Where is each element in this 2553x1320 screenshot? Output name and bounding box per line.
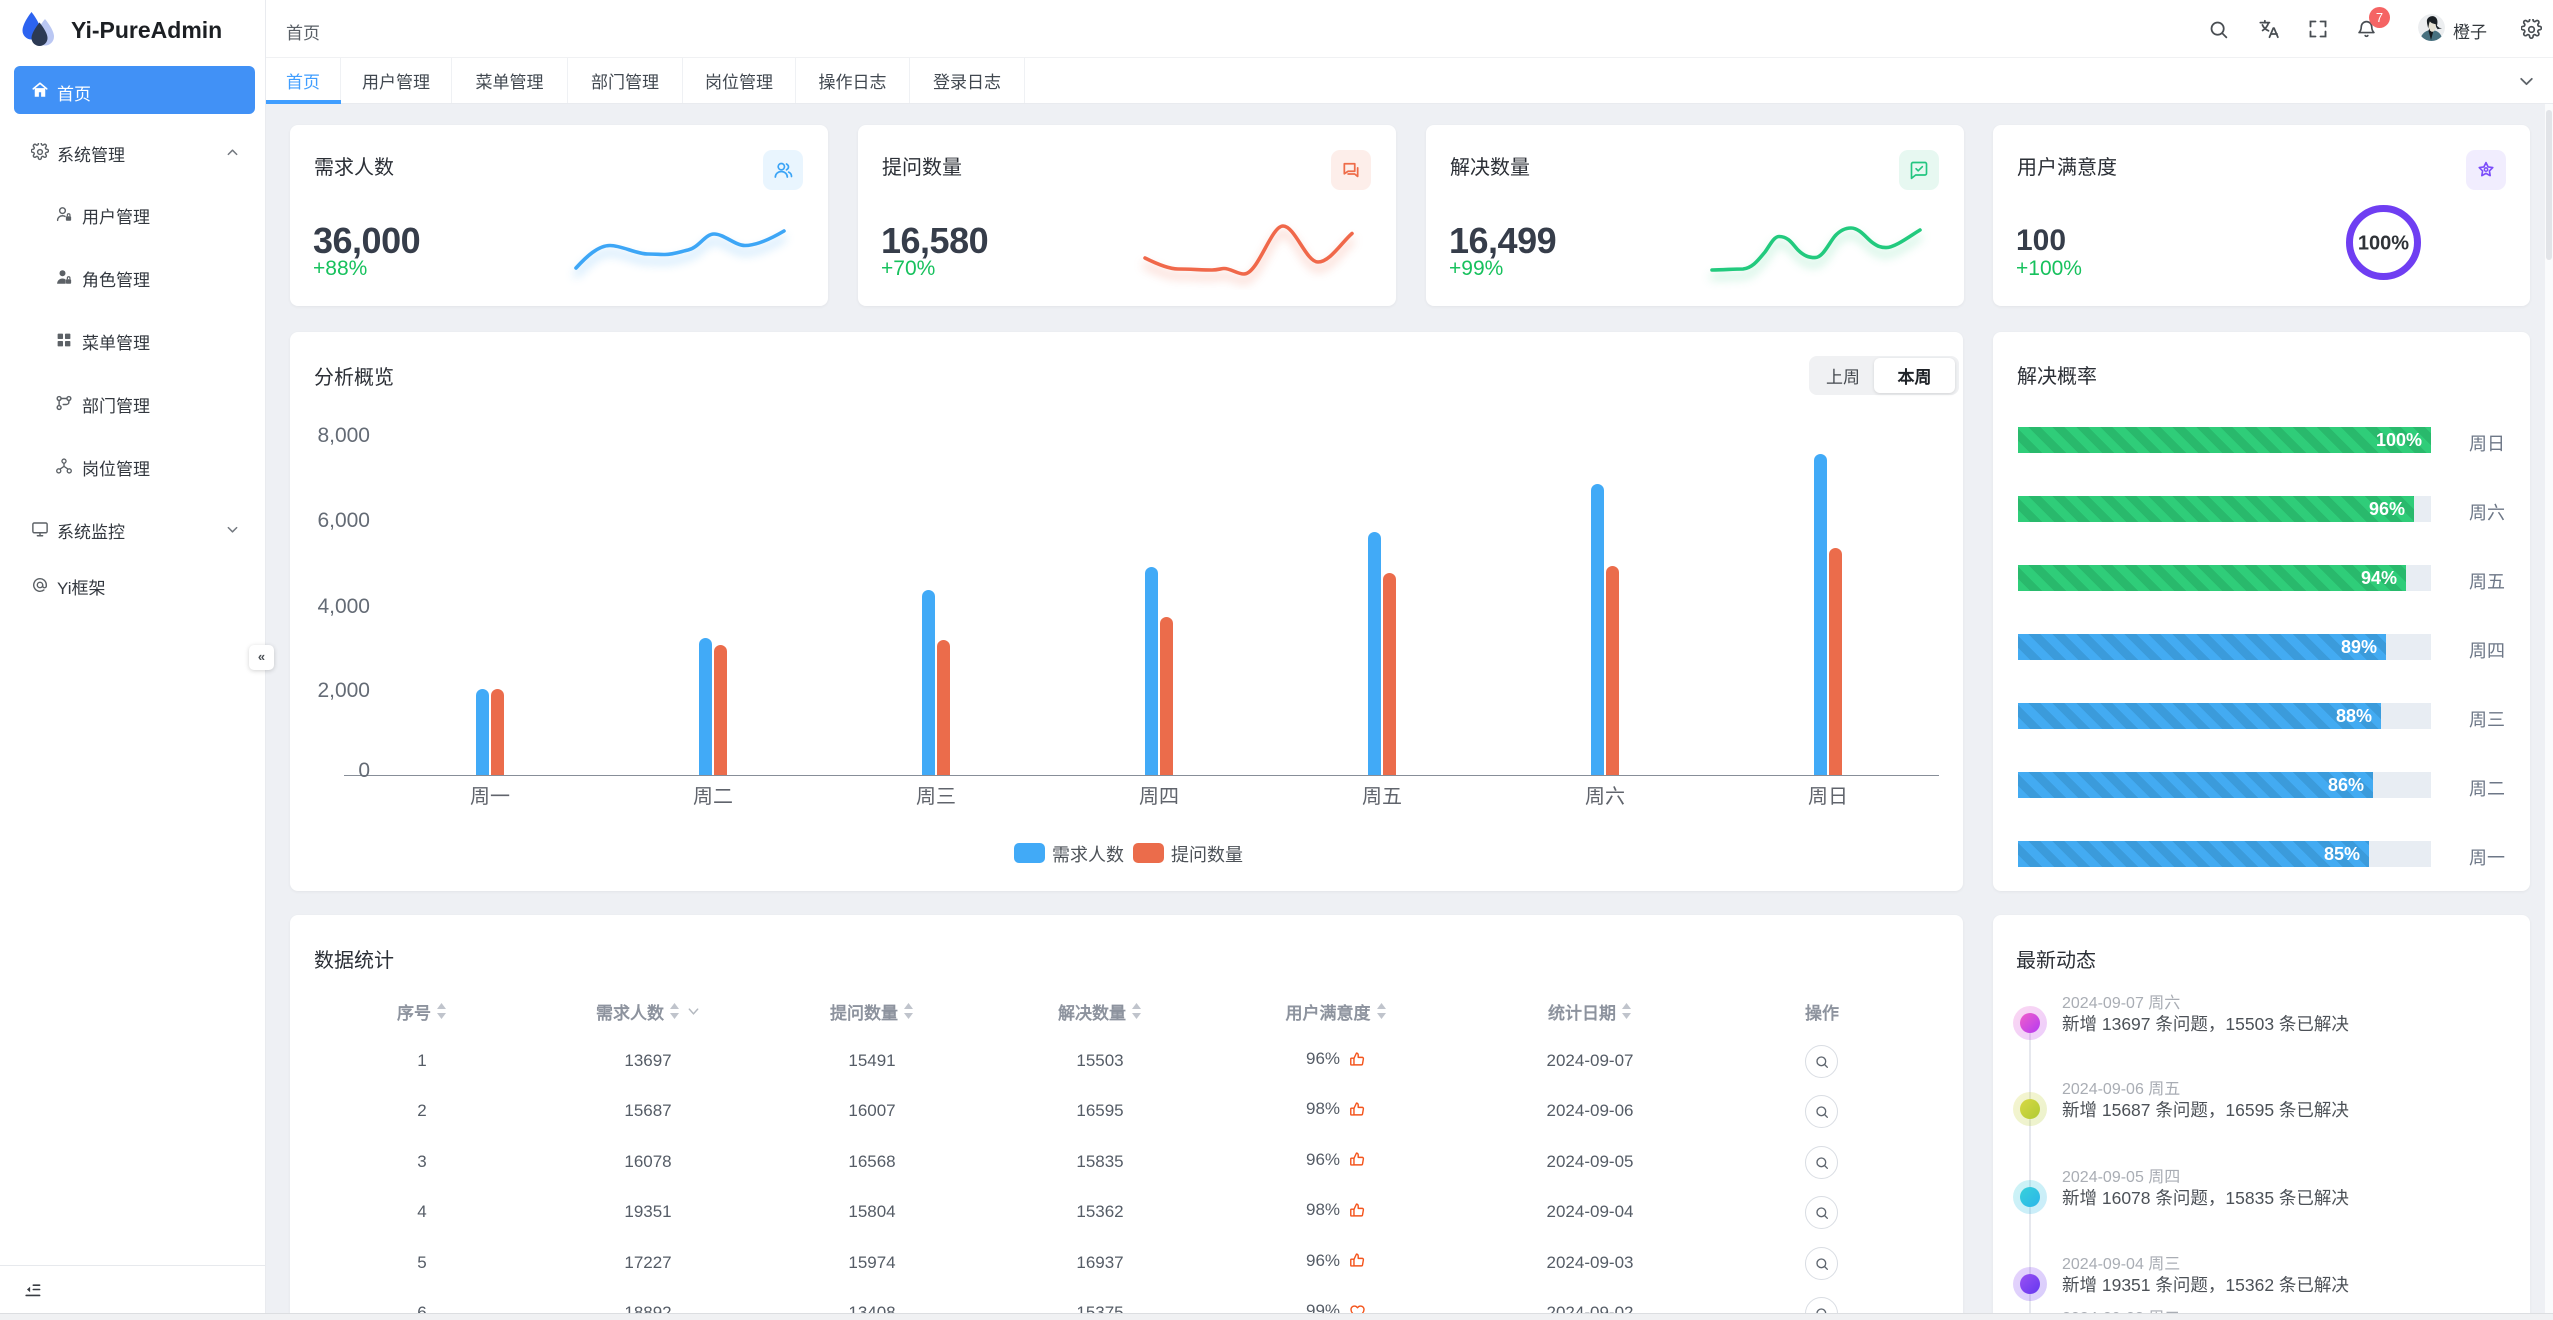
svg-text:2,000: 2,000: [317, 679, 370, 702]
svg-text:周五: 周五: [1362, 786, 1402, 808]
svg-text:周一: 周一: [470, 786, 510, 808]
svg-text:需求人数: 需求人数: [1052, 845, 1124, 865]
svg-text:0: 0: [358, 759, 370, 782]
svg-text:周六: 周六: [1585, 785, 1625, 808]
svg-text:周三: 周三: [916, 786, 956, 808]
svg-text:周日: 周日: [1808, 786, 1848, 808]
svg-text:8,000: 8,000: [317, 424, 370, 447]
svg-text:100%: 100%: [2358, 233, 2409, 255]
svg-text:4,000: 4,000: [317, 595, 370, 618]
svg-text:周二: 周二: [693, 786, 733, 808]
svg-text:6,000: 6,000: [317, 509, 370, 532]
svg-text:周四: 周四: [1139, 786, 1179, 808]
svg-text:提问数量: 提问数量: [1171, 845, 1243, 865]
